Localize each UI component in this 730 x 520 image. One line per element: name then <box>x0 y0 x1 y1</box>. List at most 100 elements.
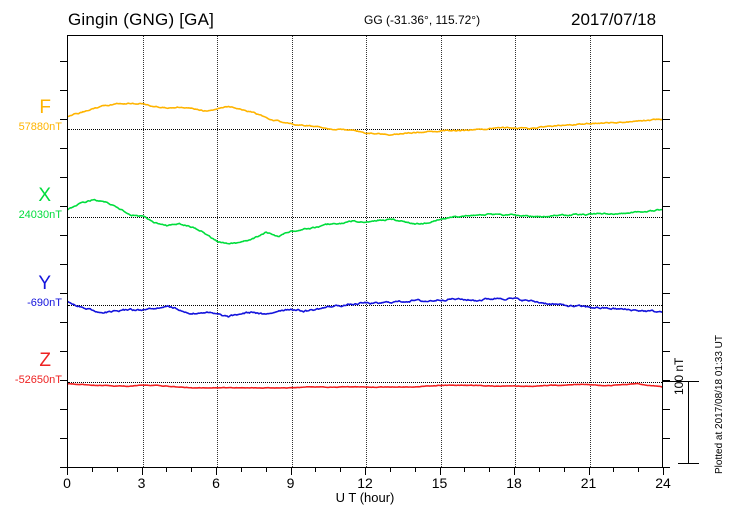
gridline-hour-9 <box>291 36 293 467</box>
y-tick-left <box>60 409 67 410</box>
y-tick-left <box>60 206 67 207</box>
x-tick-24 <box>663 468 664 475</box>
scale-reference-line <box>663 381 687 382</box>
y-tick-right <box>663 409 670 410</box>
y-tick-left <box>60 380 67 381</box>
baseline-x <box>68 217 662 218</box>
scale-bar <box>676 381 702 464</box>
legend-baseline-x: 24030nT <box>18 209 62 221</box>
gridline-hour-6 <box>217 36 218 467</box>
y-tick-right <box>663 90 670 91</box>
x-tick-13 <box>389 468 391 472</box>
y-tick-left <box>60 235 67 236</box>
y-tick-left <box>60 61 67 62</box>
geographic-coordinates: GG (-31.36°, 115.72°) <box>364 13 481 27</box>
x-tick-8 <box>265 468 267 472</box>
y-tick-right <box>663 351 670 352</box>
x-tick-1 <box>91 468 93 472</box>
legend-z: Z -52650nT <box>0 351 62 387</box>
magnetogram-traces <box>68 102 662 389</box>
x-tick-11 <box>340 468 342 472</box>
y-tick-left <box>60 322 67 323</box>
y-tick-right <box>663 264 670 265</box>
legend-f: F 57880nT <box>0 98 62 134</box>
x-tick-20 <box>563 468 565 472</box>
y-tick-right <box>663 119 670 120</box>
y-tick-left <box>60 293 67 294</box>
legend-x: X 24030nT <box>0 186 62 222</box>
y-tick-left <box>60 148 67 149</box>
legend-symbol-y: Y <box>38 273 51 294</box>
x-tick-15 <box>439 468 441 475</box>
gridline-hour-3 <box>142 36 144 467</box>
observation-date: 2017/07/18 <box>571 10 657 29</box>
x-tick-5 <box>191 468 193 472</box>
x-tick-label-6: 6 <box>212 475 220 491</box>
x-tick-21 <box>588 468 590 475</box>
y-tick-left <box>60 467 67 468</box>
x-tick-label-0: 0 <box>63 475 71 491</box>
baseline-y <box>68 305 662 306</box>
y-tick-left <box>60 264 67 265</box>
x-tick-16 <box>464 468 466 472</box>
baseline-f <box>68 129 662 130</box>
trace-x <box>68 198 662 245</box>
y-tick-right <box>663 177 670 178</box>
x-tick-22 <box>613 468 615 472</box>
legend-baseline-z: -52650nT <box>14 374 62 386</box>
legend-symbol-z: Z <box>39 350 51 371</box>
scale-bar-line <box>688 381 689 464</box>
x-tick-18 <box>514 468 515 475</box>
baseline-z <box>68 382 662 383</box>
y-tick-right <box>663 322 670 323</box>
scale-bar-cap-top <box>678 381 699 382</box>
x-tick-4 <box>166 468 168 472</box>
y-tick-right <box>663 438 670 439</box>
x-tick-2 <box>116 468 118 472</box>
trace-z <box>68 382 662 389</box>
magnetogram-plot-area <box>67 35 663 468</box>
y-tick-left <box>60 438 67 439</box>
legend-symbol-x: X <box>38 185 51 206</box>
x-tick-label-3: 3 <box>137 475 146 491</box>
y-tick-right <box>663 380 670 381</box>
y-tick-left <box>60 351 67 352</box>
y-tick-right <box>663 293 670 294</box>
y-tick-left <box>60 90 67 91</box>
x-tick-label-9: 9 <box>286 475 295 491</box>
x-axis-title: U T (hour) <box>335 490 395 505</box>
x-tick-10 <box>315 468 317 472</box>
plotted-at-credit: Plotted at 2017/08/18 01:33 UT <box>714 335 725 474</box>
y-tick-right <box>663 206 670 207</box>
gridline-hour-15 <box>440 36 442 467</box>
trace-y <box>68 297 662 318</box>
x-tick-label-15: 15 <box>431 475 448 491</box>
y-tick-left <box>60 119 67 120</box>
x-tick-label-18: 18 <box>506 475 522 491</box>
x-tick-label-12: 12 <box>357 475 373 491</box>
gridline-hour-12 <box>366 36 367 467</box>
y-tick-right <box>663 235 670 236</box>
legend-baseline-f: 57880nT <box>18 121 62 133</box>
gridline-hour-21 <box>589 36 591 467</box>
x-tick-0 <box>67 468 68 475</box>
x-tick-17 <box>489 468 491 472</box>
x-tick-23 <box>638 468 640 472</box>
legend-symbol-f: F <box>39 97 51 118</box>
x-tick-19 <box>538 468 540 472</box>
trace-f <box>68 102 662 137</box>
x-tick-label-21: 21 <box>580 475 597 491</box>
page-title: Gingin (GNG) [GA] <box>68 10 215 29</box>
scale-bar-label: 100 nT <box>672 357 686 395</box>
scale-bar-cap-bottom <box>678 463 699 464</box>
gridline-hour-18 <box>515 36 516 467</box>
x-tick-12 <box>365 468 366 475</box>
legend-y: Y -690nT <box>0 274 62 310</box>
x-tick-9 <box>290 468 292 475</box>
x-tick-6 <box>216 468 217 475</box>
x-tick-14 <box>414 468 416 472</box>
y-tick-right <box>663 61 670 62</box>
y-tick-left <box>60 177 67 178</box>
legend-baseline-y: -690nT <box>27 297 62 309</box>
